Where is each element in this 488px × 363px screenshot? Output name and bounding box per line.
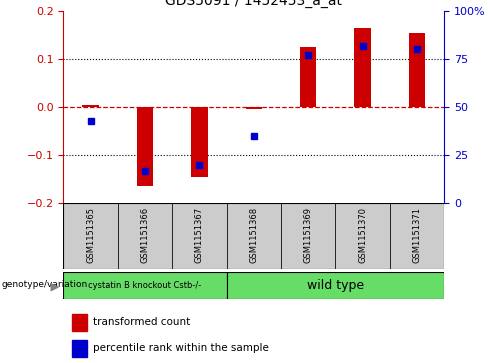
Bar [245, 107, 262, 110]
Bar [226, 272, 444, 299]
Bar [354, 28, 371, 107]
Bar [137, 107, 153, 187]
Bar [281, 203, 335, 269]
Bar [191, 107, 207, 177]
Bar [300, 47, 316, 107]
Text: genotype/variation: genotype/variation [1, 280, 87, 289]
Bar [118, 203, 172, 269]
Bar [409, 33, 425, 107]
Bar [335, 203, 390, 269]
Bar [390, 203, 444, 269]
Bar [72, 340, 87, 357]
Bar [226, 203, 281, 269]
Text: GSM1151365: GSM1151365 [86, 207, 95, 262]
Text: percentile rank within the sample: percentile rank within the sample [93, 343, 269, 354]
Text: GSM1151370: GSM1151370 [358, 207, 367, 262]
Text: GSM1151367: GSM1151367 [195, 207, 204, 263]
Bar [72, 314, 87, 331]
Bar [82, 105, 99, 107]
Bar [63, 203, 118, 269]
Bar [172, 203, 226, 269]
Title: GDS5091 / 1452453_a_at: GDS5091 / 1452453_a_at [165, 0, 342, 8]
Text: transformed count: transformed count [93, 317, 190, 327]
Text: GSM1151371: GSM1151371 [412, 207, 422, 262]
Text: cystatin B knockout Cstb-/-: cystatin B knockout Cstb-/- [88, 281, 202, 290]
Text: GSM1151368: GSM1151368 [249, 207, 258, 263]
Text: wild type: wild type [307, 280, 364, 292]
Bar [63, 272, 226, 299]
Text: GSM1151369: GSM1151369 [304, 207, 313, 262]
Text: GSM1151366: GSM1151366 [141, 207, 149, 263]
